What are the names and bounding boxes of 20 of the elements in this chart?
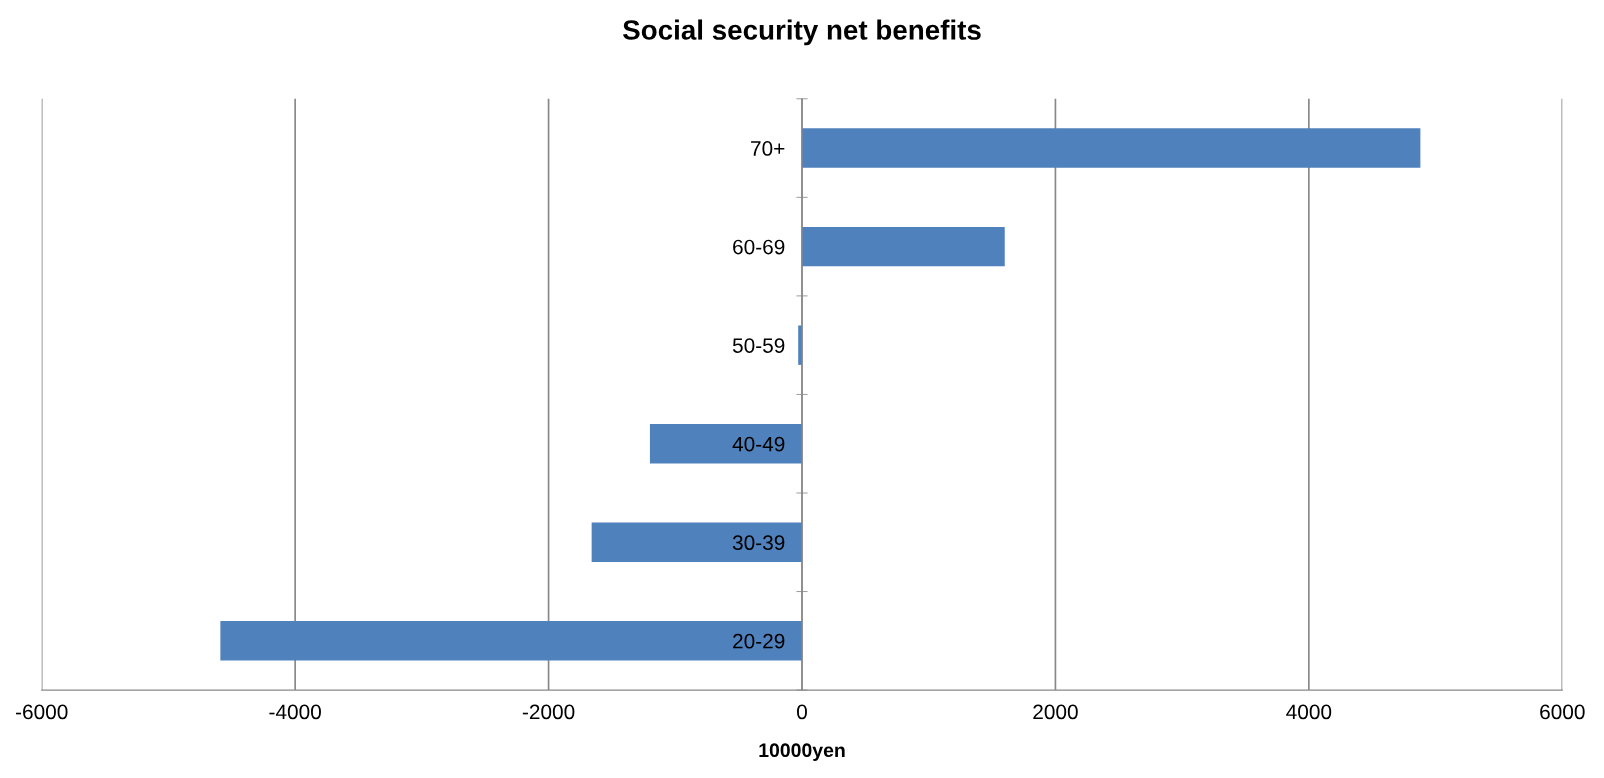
y-tick-label: 40-49 — [732, 436, 785, 452]
y-tick-label: 70+ — [751, 141, 785, 156]
x-tick-label: -4000 — [269, 704, 321, 720]
y-tick-label: 60-69 — [733, 239, 785, 255]
y-tick-label: 20-29 — [733, 633, 785, 649]
bar — [649, 424, 802, 464]
bar — [802, 128, 1421, 168]
x-tick-label: 2000 — [1033, 704, 1078, 720]
bar — [591, 522, 802, 562]
x-tick-label: 4000 — [1286, 704, 1332, 720]
chart-title: Social security net benefits — [622, 19, 981, 46]
bar — [802, 226, 1005, 267]
x-tick-label: -6000 — [15, 704, 68, 720]
x-tick-label: 0 — [797, 704, 807, 720]
bar — [220, 621, 802, 661]
x-tick-label: 6000 — [1540, 704, 1585, 720]
y-tick-label: 30-39 — [732, 535, 785, 551]
x-axis-title: 10000yen — [759, 743, 845, 761]
y-tick-label: 50-59 — [732, 338, 785, 353]
x-tick-label: -2000 — [522, 704, 575, 720]
